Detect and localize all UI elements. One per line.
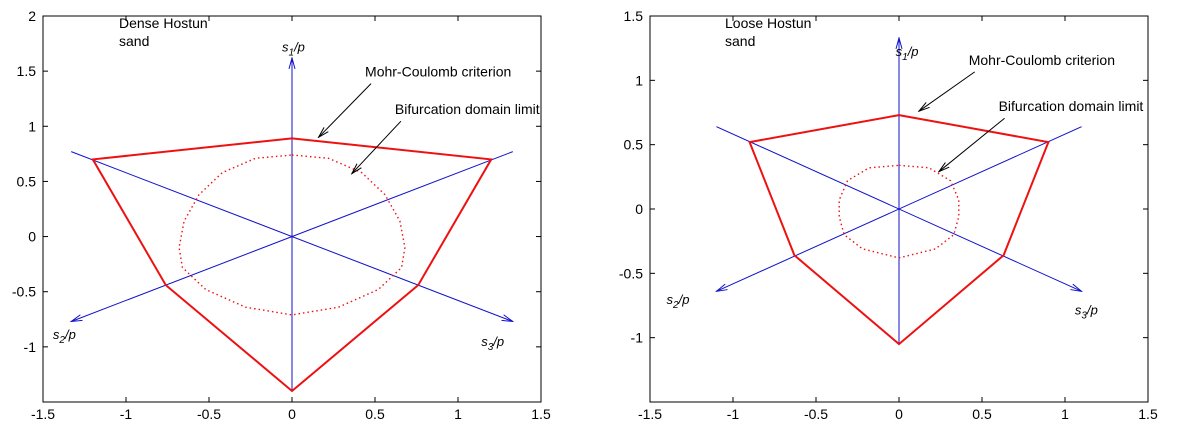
left-xtick-label: 1.5 <box>531 406 551 422</box>
left-xtick-label: 0.5 <box>365 406 385 422</box>
left-bifurcation-arrow <box>352 120 402 174</box>
left-series <box>91 137 493 393</box>
left-mohr-coulomb-annotation: Mohr-Coulomb criterion <box>365 64 511 80</box>
right-mohr-coulomb-arrow <box>919 71 976 111</box>
left-chart-panel: s1/p s2/p s3/p -1.5 -1 -0.5 0 0.5 1 1.5 -1 -0.5 0 0.… <box>12 8 551 422</box>
left-ytick-label: 2 <box>28 8 36 24</box>
left-xtick-label: 1 <box>454 406 462 422</box>
left-xtick-label: -1.5 <box>31 406 55 422</box>
right-xtick-label: 0 <box>895 406 903 422</box>
left-bifurcation-annotation: Bifurcation domain limit <box>395 101 540 117</box>
right-s1-axis-label: s1/p <box>896 44 919 63</box>
right-xtick-label: 0.5 <box>972 406 992 422</box>
right-principal-axes: s1/p s2/p s3/p <box>667 38 1098 345</box>
right-xtick-label: 1 <box>1061 406 1069 422</box>
left-xtick-label: 0 <box>288 406 296 422</box>
right-s3-axis-line <box>716 126 1081 292</box>
right-ytick-label: 1.5 <box>624 8 644 24</box>
right-xtick-label: -1.5 <box>638 406 662 422</box>
left-title-line-1: Dense Hostun <box>119 15 208 31</box>
left-s2-axis-label: s2/p <box>53 327 76 346</box>
right-title-line-2: sand <box>725 33 755 49</box>
left-bifurcation-limit-line <box>178 154 406 316</box>
right-ytick-label: -1 <box>631 330 644 346</box>
right-ticks: -1.5 -1 -0.5 0 0.5 1 1.5 -1 -0.5 0 0.5 1 1.5 <box>619 8 1158 422</box>
right-xtick-label: -0.5 <box>804 406 828 422</box>
left-annotations: Mohr-Coulomb criterion Bifurcation domain… <box>319 64 540 174</box>
left-ytick-label: 0 <box>28 229 36 245</box>
right-xtick-label: -1 <box>727 406 740 422</box>
right-s3-axis-label: s3/p <box>1075 303 1098 322</box>
left-xtick-label: -1 <box>120 406 133 422</box>
right-series <box>748 114 1050 346</box>
left-ytick-label: -0.5 <box>12 284 36 300</box>
right-title-line-1: Loose Hostun <box>725 15 811 31</box>
right-bifurcation-arrow <box>939 117 1005 171</box>
left-s1-axis-label: s1/p <box>282 39 305 58</box>
right-annotations: Mohr-Coulomb criterion Bifurcation domain… <box>919 52 1144 172</box>
left-s3-axis-label: s3/p <box>481 334 504 353</box>
right-xtick-label: 1.5 <box>1138 406 1158 422</box>
left-principal-axes: s1/p s2/p s3/p <box>53 39 513 391</box>
right-bifurcation-annotation: Bifurcation domain limit <box>999 98 1144 114</box>
left-ticks: -1.5 -1 -0.5 0 0.5 1 1.5 -1 -0.5 0 0.5 1 1.5 2 <box>12 8 551 422</box>
left-xtick-label: -0.5 <box>197 406 221 422</box>
left-title-line-2: sand <box>119 33 149 49</box>
right-chart-panel: s1/p s2/p s3/p -1.5 -1 -0.5 0 0.5 1 1.5 -1 -0.5 0 0.… <box>619 8 1158 422</box>
right-ytick-label: -0.5 <box>619 265 643 281</box>
right-ytick-label: 0.5 <box>624 137 644 153</box>
right-mohr-coulomb-annotation: Mohr-Coulomb criterion <box>969 52 1115 68</box>
left-mohr-coulomb-line <box>91 137 493 393</box>
right-bifurcation-limit-line <box>838 164 960 259</box>
left-ytick-label: 1.5 <box>17 63 37 79</box>
right-s2-axis-label: s2/p <box>667 292 690 311</box>
left-mohr-coulomb-arrow <box>319 83 372 138</box>
right-mohr-coulomb-line <box>748 114 1050 346</box>
right-ytick-label: 1 <box>635 72 643 88</box>
left-ytick-label: 1 <box>28 118 36 134</box>
left-s3-axis-line <box>71 151 513 322</box>
right-ytick-label: 0 <box>635 201 643 217</box>
left-ytick-label: -1 <box>24 339 37 355</box>
left-ytick-label: 0.5 <box>17 173 37 189</box>
